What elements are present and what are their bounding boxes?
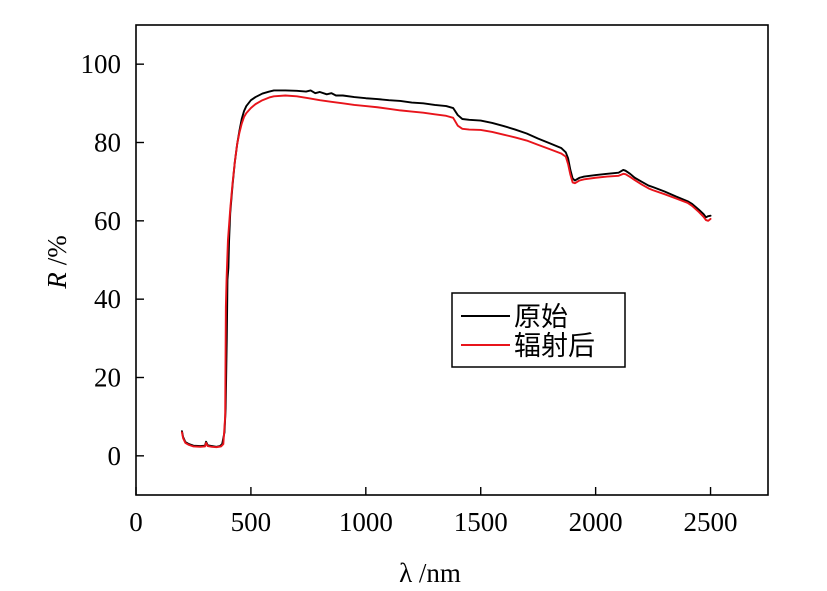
x-tick-label: 0 xyxy=(129,507,143,537)
y-axis-label: R /% xyxy=(42,235,72,290)
x-tick-label: 2000 xyxy=(569,507,623,537)
y-axis-label-symbol: R xyxy=(42,272,72,290)
x-tick-label: 1000 xyxy=(339,507,393,537)
legend: 原始 辐射后 xyxy=(451,292,626,368)
legend-box xyxy=(451,292,626,368)
plot-frame xyxy=(135,24,769,496)
x-tick-label: 1500 xyxy=(454,507,508,537)
y-tick-label: 100 xyxy=(81,49,122,79)
series-line-original xyxy=(181,89,712,448)
y-tick-label: 40 xyxy=(94,284,121,314)
y-tick-label: 80 xyxy=(94,128,121,158)
legend-label-original: 原始 xyxy=(514,302,568,332)
y-tick-label: 20 xyxy=(94,363,121,393)
y-axis-label-unit: /% xyxy=(42,235,72,265)
x-axis-label: λ /nm xyxy=(399,558,461,588)
legend-label-irradiated: 辐射后 xyxy=(514,331,595,361)
axis-ticks: 0 500 1000 1500 2000 2500 0 20 40 60 80 100 xyxy=(81,49,738,537)
series-layer xyxy=(181,89,712,449)
x-tick-label: 500 xyxy=(231,507,272,537)
y-tick-label: 0 xyxy=(108,441,122,471)
y-tick-label: 60 xyxy=(94,206,121,236)
series-line-irradiated xyxy=(181,94,712,449)
x-tick-label: 2500 xyxy=(684,507,738,537)
